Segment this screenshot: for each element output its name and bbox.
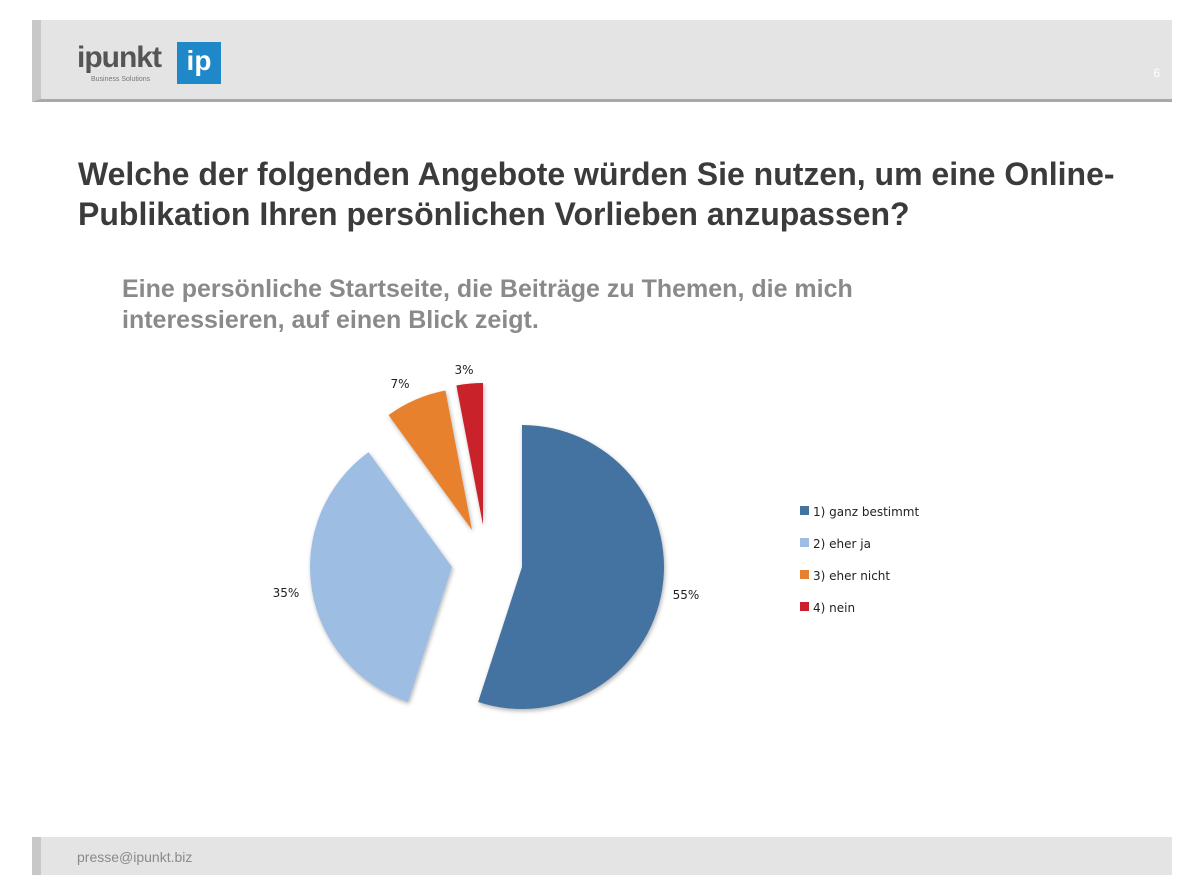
slide-footer: presse@ipunkt.biz [32,837,1172,875]
pie-slice-3 [388,390,472,530]
slide-header: ipunkt Business Solutions ip 6 [32,20,1172,102]
legend-swatch-2 [800,538,809,547]
data-label-2: 35% [273,586,300,600]
legend-swatch-1 [800,506,809,515]
data-label-4: 3% [454,363,473,377]
logo-text: ipunkt [77,41,162,74]
legend-label-2: 2) eher ja [813,537,871,551]
page-number: 6 [1153,66,1160,80]
legend-label-4: 4) nein [813,601,855,615]
legend-label-3: 3) eher nicht [813,569,890,583]
logo-subtitle: Business Solutions [91,76,151,83]
pie-slice-2 [309,452,452,703]
data-label-1: 55% [673,588,700,602]
footer-email: presse@ipunkt.biz [77,849,193,865]
data-label-3: 7% [390,377,409,391]
legend-swatch-4 [800,602,809,611]
legend-label-1: 1) ganz bestimmt [813,505,919,519]
pie-slice-1 [478,425,664,709]
slide-subtitle: Eine persönliche Startseite, die Beiträg… [122,275,853,334]
legend-swatch-3 [800,570,809,579]
slide-title: Welche der folgenden Angebote würden Sie… [78,156,1115,232]
logo-mark: ip [177,42,221,84]
pie-slice-4 [456,383,483,525]
